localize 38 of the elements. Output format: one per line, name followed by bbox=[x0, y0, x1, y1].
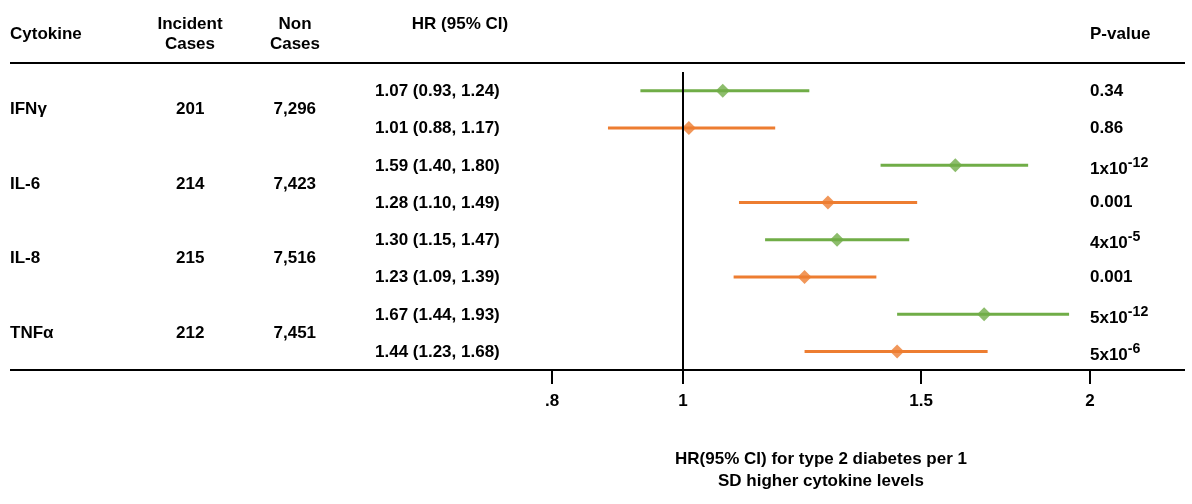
text: 215 bbox=[176, 248, 205, 269]
text: 4x10$^{-5}$ bbox=[1090, 227, 1141, 253]
text: 7,516 bbox=[273, 248, 317, 269]
text: Non Cases bbox=[268, 14, 322, 54]
y-tick-label: 1.23 (1.09, 1.39) bbox=[375, 267, 500, 287]
x-tick-label: 1.5 bbox=[909, 391, 933, 410]
text: 1x10$^{-12}$ bbox=[1090, 152, 1149, 179]
y-tick-label: 1.30 (1.15, 1.47) bbox=[375, 230, 500, 250]
text: 212 bbox=[176, 322, 205, 343]
text: IL-6 bbox=[10, 173, 41, 194]
text: 201 bbox=[176, 99, 205, 120]
text: 7,296 bbox=[273, 99, 317, 120]
text: 0.001 bbox=[1090, 266, 1133, 287]
x-tick-label: .8 bbox=[544, 391, 560, 410]
text: IL-8 bbox=[10, 248, 41, 269]
text: 0.001 bbox=[1090, 192, 1133, 213]
y-tick-label: 1.28 (1.10, 1.49) bbox=[375, 192, 500, 212]
text: 0.34 bbox=[1090, 80, 1124, 101]
y-tick-label: 1.44 (1.23, 1.68) bbox=[375, 341, 500, 361]
text: 5x10$^{-12}$ bbox=[1090, 301, 1149, 328]
x-tick-label: 2 bbox=[1085, 391, 1095, 410]
x-axis-title: HR(95% CI) for type 2 diabetes per 1 SD higher cytokine levels bbox=[674, 448, 968, 492]
y-tick-label: 1.07 (0.93, 1.24) bbox=[375, 81, 500, 101]
text: TNFα bbox=[10, 322, 54, 343]
text: 5x10$^{-6}$ bbox=[1090, 338, 1141, 365]
text: 214 bbox=[176, 173, 205, 194]
text: 7,451 bbox=[273, 322, 317, 343]
text: 0.86 bbox=[1090, 117, 1124, 138]
text: IFNγ bbox=[10, 99, 47, 120]
y-tick-label: 1.67 (1.44, 1.93) bbox=[375, 304, 500, 324]
y-axis-title: HR (95% CI) bbox=[411, 14, 509, 33]
x-tick-label: 1 bbox=[678, 391, 688, 410]
text: P-value bbox=[1090, 24, 1151, 44]
y-tick-label: 1.01 (0.88, 1.17) bbox=[375, 118, 500, 138]
y-tick-label: 1.59 (1.40, 1.80) bbox=[375, 155, 500, 175]
text: Cytokine bbox=[10, 24, 82, 44]
text: 7,423 bbox=[273, 173, 317, 194]
text: Incident Cases bbox=[156, 14, 224, 54]
